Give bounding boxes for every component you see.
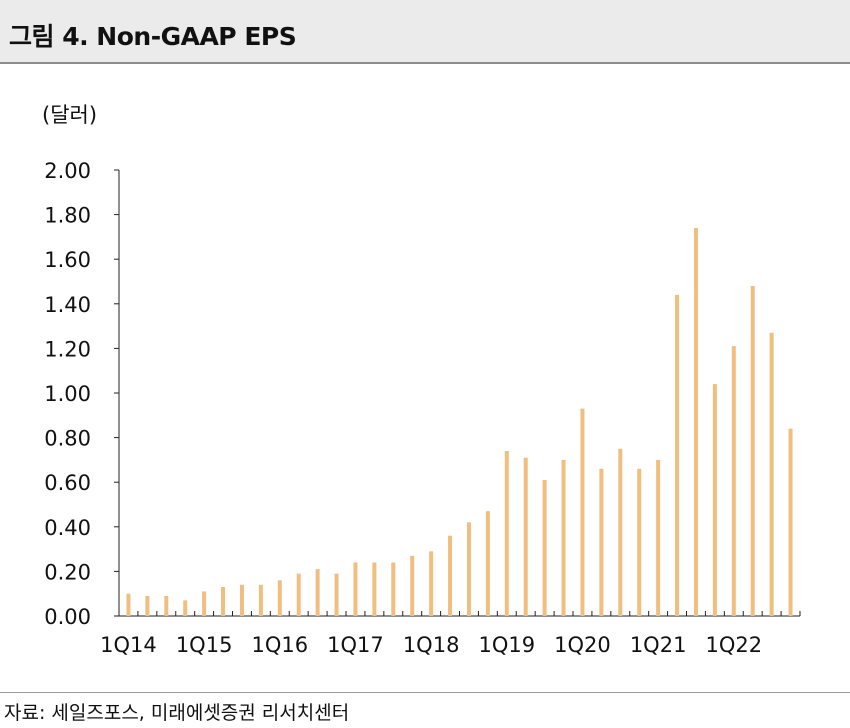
bar-4q21 — [712, 384, 717, 616]
x-tick-label: 1Q15 — [176, 633, 233, 657]
title-bar: 그림 4. Non-GAAP EPS — [0, 0, 850, 64]
bar-2q19 — [523, 457, 528, 616]
bar-2q21 — [675, 294, 680, 616]
y-tick-label: 1.40 — [44, 293, 91, 317]
bar-3q21 — [693, 227, 698, 617]
bar-1q18 — [429, 551, 434, 616]
y-tick-label: 0.60 — [44, 471, 91, 495]
bar-2q15 — [221, 587, 226, 616]
x-tick-label: 1Q16 — [251, 633, 308, 657]
x-tick-label: 1Q21 — [630, 633, 687, 657]
bar-2q18 — [448, 535, 453, 616]
y-tick-label: 0.20 — [44, 560, 91, 584]
y-tick-label: 0.80 — [44, 427, 91, 451]
x-tick-label: 1Q22 — [705, 633, 762, 657]
bar-3q16 — [315, 569, 320, 616]
x-tick-label: 1Q18 — [403, 633, 460, 657]
bar-1q19 — [504, 450, 509, 616]
x-tick-label: 1Q14 — [100, 633, 157, 657]
bar-3q22 — [769, 332, 774, 616]
y-axis-unit-label: (달러) — [42, 103, 98, 127]
x-tick-label: 1Q17 — [327, 633, 384, 657]
y-tick-label: 1.60 — [44, 248, 91, 272]
bar-1q15 — [202, 591, 207, 616]
bar-3q17 — [391, 562, 396, 616]
bar-2q22 — [750, 285, 755, 616]
y-tick-label: 1.80 — [44, 204, 91, 228]
bar-4q18 — [485, 511, 490, 616]
bar-3q19 — [542, 479, 547, 616]
bar-4q16 — [334, 573, 339, 616]
eps-bar-chart: 0.00 0.20 0.40 0.60 0.80 1.00 1.20 1.40 1.60 1.80… — [44, 159, 801, 657]
bar-1q21 — [656, 459, 661, 616]
bar-4q20 — [637, 468, 642, 616]
bar-1q17 — [353, 562, 358, 616]
y-tick-label: 2.00 — [44, 159, 91, 183]
bar-3q20 — [618, 448, 623, 616]
bar-3q14 — [164, 595, 169, 616]
y-tick-label: 1.00 — [44, 382, 91, 406]
page-title: 그림 4. Non-GAAP EPS — [9, 22, 297, 51]
y-tick-label: 1.20 — [44, 337, 91, 361]
bar-1q14 — [126, 593, 131, 616]
bar-4q22 — [788, 428, 793, 616]
bar-3q15 — [239, 584, 244, 616]
x-tick-label: 1Q20 — [554, 633, 611, 657]
footer-divider — [0, 692, 850, 693]
bar-2q16 — [296, 573, 301, 616]
y-tick-label: 0.00 — [44, 605, 91, 629]
bar-3q18 — [466, 522, 471, 616]
y-tick-label: 0.40 — [44, 516, 91, 540]
bar-4q19 — [561, 459, 566, 616]
bar-4q17 — [410, 555, 415, 616]
bar-2q17 — [372, 562, 377, 616]
bar-4q15 — [258, 584, 263, 616]
x-tick-label: 1Q19 — [478, 633, 535, 657]
bar-2q14 — [145, 595, 150, 616]
bar-4q14 — [183, 600, 188, 616]
bar-1q20 — [580, 408, 585, 616]
bar-1q22 — [731, 346, 736, 616]
source-note: 자료: 세일즈포스, 미래에셋증권 리서치센터 — [4, 702, 350, 724]
bar-1q16 — [277, 580, 282, 616]
bar-2q20 — [599, 468, 604, 616]
